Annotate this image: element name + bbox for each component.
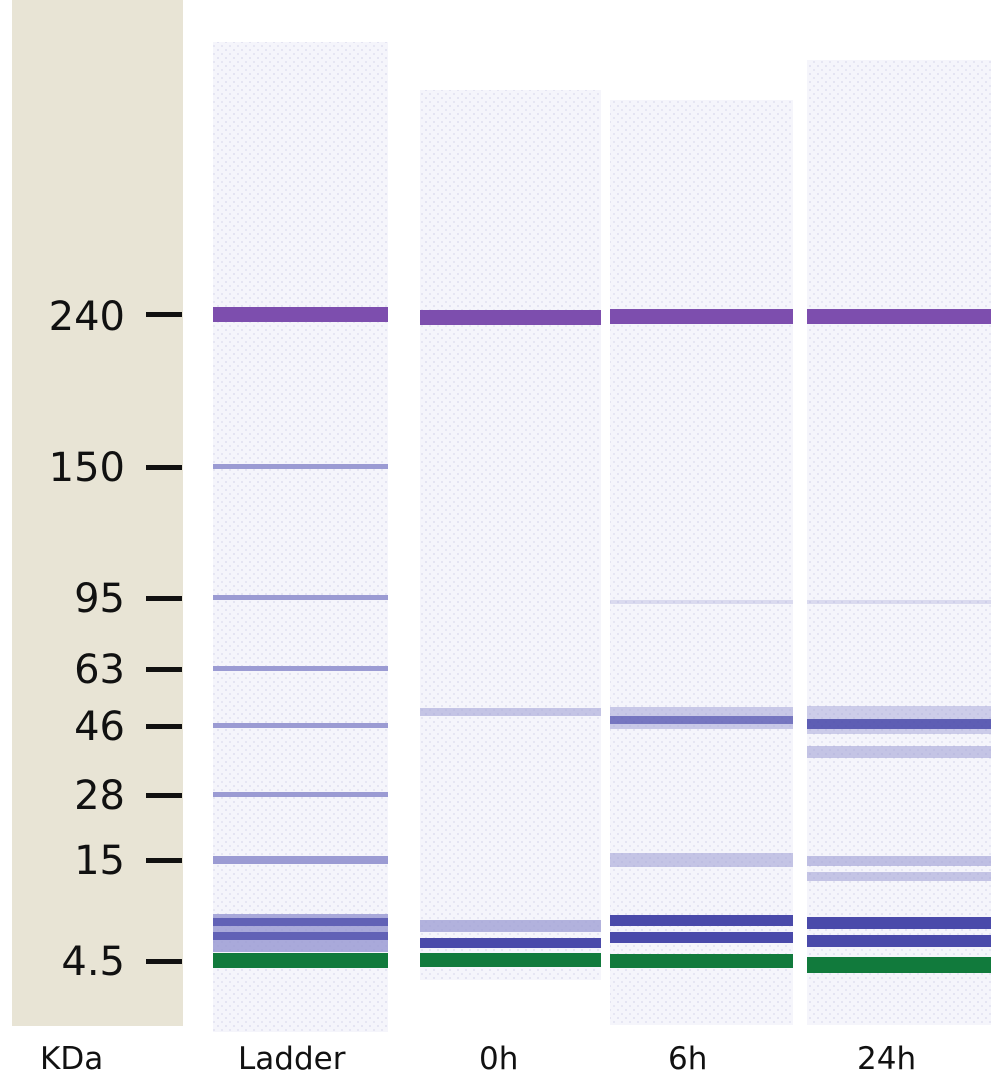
marker-4.5: 4.5 — [61, 939, 182, 985]
lane-0h-background — [420, 90, 601, 980]
lane-0h-band-240 — [420, 310, 601, 325]
marker-label-15: 15 — [74, 838, 125, 884]
lane-24h-band-15 — [807, 856, 991, 866]
marker-label-240: 240 — [49, 294, 125, 340]
lane-0h — [420, 90, 601, 980]
marker-tick-28 — [146, 793, 182, 798]
marker-label-63: 63 — [74, 647, 125, 693]
lane-24h-band-46 — [807, 719, 991, 729]
marker-tick-63 — [146, 667, 182, 672]
marker-63: 63 — [74, 647, 182, 693]
axis-unit-label: KDa — [40, 1041, 103, 1077]
marker-tick-4.5 — [146, 959, 182, 964]
lane-24h-band-12 — [807, 872, 991, 881]
lane-6h-band-240 — [610, 309, 793, 324]
lane-24h-band-38 — [807, 746, 991, 758]
marker-tick-240 — [146, 312, 182, 317]
lane-0h-band-4.5 — [420, 953, 601, 967]
lane-6h-band-low-1 — [610, 915, 793, 926]
gel-lanes — [213, 42, 991, 1032]
lane-24h-band-4.5 — [807, 957, 991, 973]
marker-28: 28 — [74, 773, 182, 819]
lane-24h-band-low-2 — [807, 935, 991, 947]
marker-label-46: 46 — [74, 704, 125, 750]
lane-ladder-band-150 — [213, 464, 388, 469]
lane-label-24h: 24h — [857, 1041, 916, 1077]
lane-24h-band-low-1 — [807, 917, 991, 929]
lane-ladder-band-low-2 — [213, 932, 388, 940]
lane-ladder-band-63 — [213, 666, 388, 671]
marker-46: 46 — [74, 704, 182, 750]
marker-label-28: 28 — [74, 773, 125, 819]
lane-ladder-band-low-1 — [213, 918, 388, 926]
lane-0h-band-low-1 — [420, 920, 601, 932]
lane-6h-background — [610, 100, 793, 1025]
lane-6h-band-15 — [610, 853, 793, 867]
marker-label-4.5: 4.5 — [61, 939, 125, 985]
lane-6h-band-95 — [610, 600, 793, 604]
marker-panel — [12, 0, 183, 1026]
lane-ladder-band-95 — [213, 595, 388, 600]
marker-tick-150 — [146, 465, 182, 470]
lane-ladder-band-240 — [213, 307, 388, 322]
marker-label-150: 150 — [49, 445, 125, 491]
marker-15: 15 — [74, 838, 182, 884]
marker-240: 240 — [49, 294, 182, 340]
lane-0h-band-low-2 — [420, 938, 601, 948]
bottom-labels: KDa Ladder 0h 6h 24h — [40, 1041, 916, 1077]
marker-label-95: 95 — [74, 576, 125, 622]
lane-ladder-band-15 — [213, 856, 388, 864]
lane-6h-band-50 — [610, 716, 793, 724]
lane-ladder-band-4.5 — [213, 953, 388, 968]
lane-6h — [610, 100, 793, 1025]
lane-6h-band-low-2 — [610, 932, 793, 943]
marker-95: 95 — [74, 576, 182, 622]
lane-24h-band-240 — [807, 309, 991, 324]
marker-tick-15 — [146, 858, 182, 863]
marker-tick-46 — [146, 724, 182, 729]
lane-label-0h: 0h — [479, 1041, 518, 1077]
size-markers: 240 150 95 63 46 28 15 4.5 — [49, 294, 182, 985]
lane-0h-band-50 — [420, 708, 601, 716]
marker-tick-95 — [146, 596, 182, 601]
lane-ladder-band-46 — [213, 723, 388, 728]
lane-ladder-background — [213, 42, 388, 1032]
lane-24h — [807, 60, 991, 1025]
lane-6h-band-4.5 — [610, 954, 793, 968]
lane-label-ladder: Ladder — [238, 1041, 346, 1077]
lane-24h-band-95 — [807, 600, 991, 604]
lane-ladder — [213, 42, 388, 1032]
lane-label-6h: 6h — [668, 1041, 707, 1077]
marker-150: 150 — [49, 445, 182, 491]
lane-ladder-band-28 — [213, 792, 388, 797]
